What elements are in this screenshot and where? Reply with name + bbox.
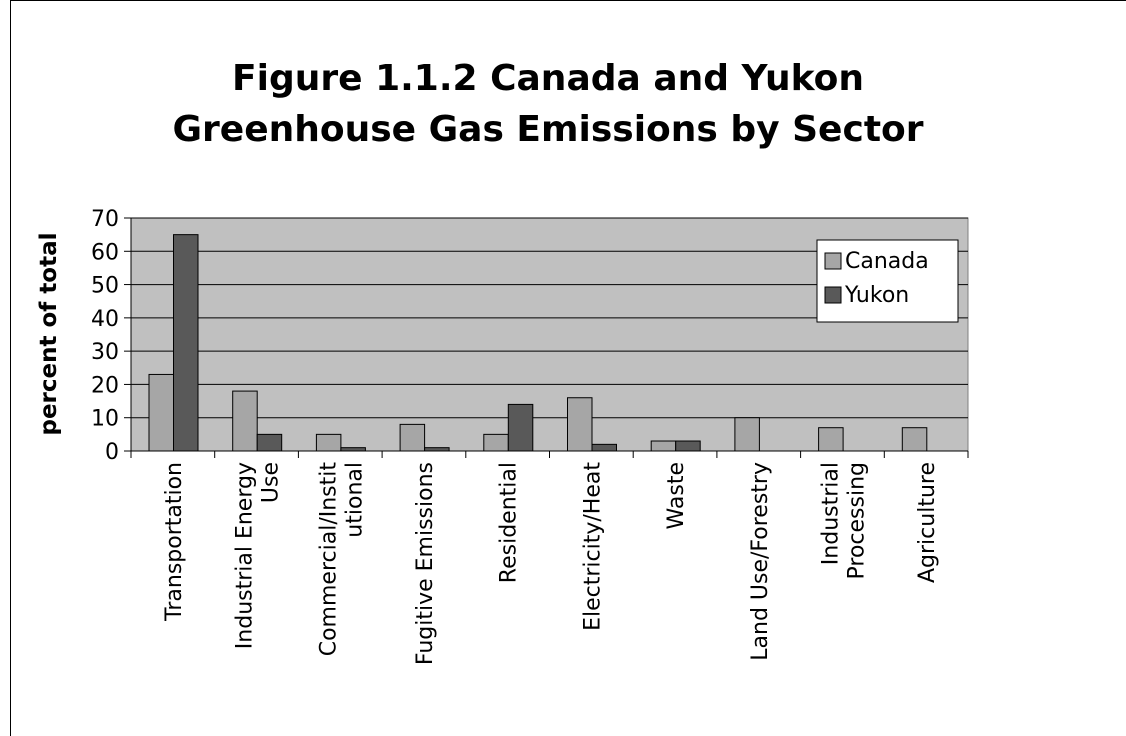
x-tick-label-line: Transportation [162, 462, 187, 622]
bar [173, 234, 199, 452]
x-tick-label-line: Fugitive Emissions [413, 462, 438, 665]
bar [567, 397, 593, 452]
x-tick-label-line: Waste [664, 462, 689, 529]
x-tick-label-line: Processing [844, 462, 869, 579]
bar [734, 417, 760, 452]
bar [650, 440, 677, 452]
x-tick-label: Industrial EnergyUse [233, 462, 284, 649]
x-tick-label-line: utional [342, 462, 367, 538]
y-tick-label: 50 [91, 274, 119, 299]
y-tick-label: 20 [91, 373, 119, 398]
legend-swatch [824, 252, 842, 270]
bar [507, 403, 534, 452]
bar [483, 433, 509, 452]
chart-title: Figure 1.1.2 Canada and Yukon [232, 58, 864, 99]
x-tick-label: Commercial/Institutional [316, 462, 367, 657]
bar [901, 427, 928, 452]
bar [232, 390, 258, 452]
x-tick-label: IndustrialProcessing [818, 462, 869, 579]
y-tick-label: 70 [91, 207, 119, 232]
x-tick-label-line: Industrial [818, 462, 843, 565]
x-tick-label-line: Land Use/Forestry [748, 462, 773, 661]
x-tick-label: Waste [664, 462, 689, 529]
chart-title: Greenhouse Gas Emissions by Sector [172, 109, 923, 150]
x-tick-label-line: Agriculture [915, 462, 940, 583]
x-tick-label: Residential [497, 462, 522, 583]
x-tick-label-line: Electricity/Heat [580, 462, 605, 631]
x-tick-label: Electricity/Heat [580, 462, 605, 631]
x-tick-label-line: Industrial Energy [233, 462, 258, 649]
bar [340, 447, 366, 452]
bar [675, 440, 701, 452]
bar [315, 433, 342, 452]
bar [591, 443, 617, 452]
y-tick-label: 40 [91, 307, 119, 332]
y-tick-label: 30 [91, 340, 119, 365]
bar [424, 447, 450, 452]
bar [818, 427, 844, 452]
bar [148, 373, 174, 452]
y-tick-label: 0 [105, 440, 119, 465]
legend-label: Canada [845, 249, 929, 274]
y-axis-title: percent of total [36, 232, 62, 435]
x-tick-label: Fugitive Emissions [413, 462, 438, 665]
x-tick-label: Transportation [162, 462, 187, 622]
x-tick-label-line: Use [259, 462, 284, 503]
y-tick-label: 60 [91, 240, 119, 265]
legend-label: Yukon [844, 283, 909, 308]
y-tick-label: 10 [91, 407, 119, 432]
x-tick-label: Agriculture [915, 462, 940, 583]
bar [256, 433, 283, 452]
legend-swatch [824, 286, 842, 304]
x-tick-label: Land Use/Forestry [748, 462, 773, 661]
x-tick-label-line: Residential [497, 462, 522, 583]
bar [399, 423, 426, 452]
x-tick-label-line: Commercial/Instit [316, 462, 341, 657]
